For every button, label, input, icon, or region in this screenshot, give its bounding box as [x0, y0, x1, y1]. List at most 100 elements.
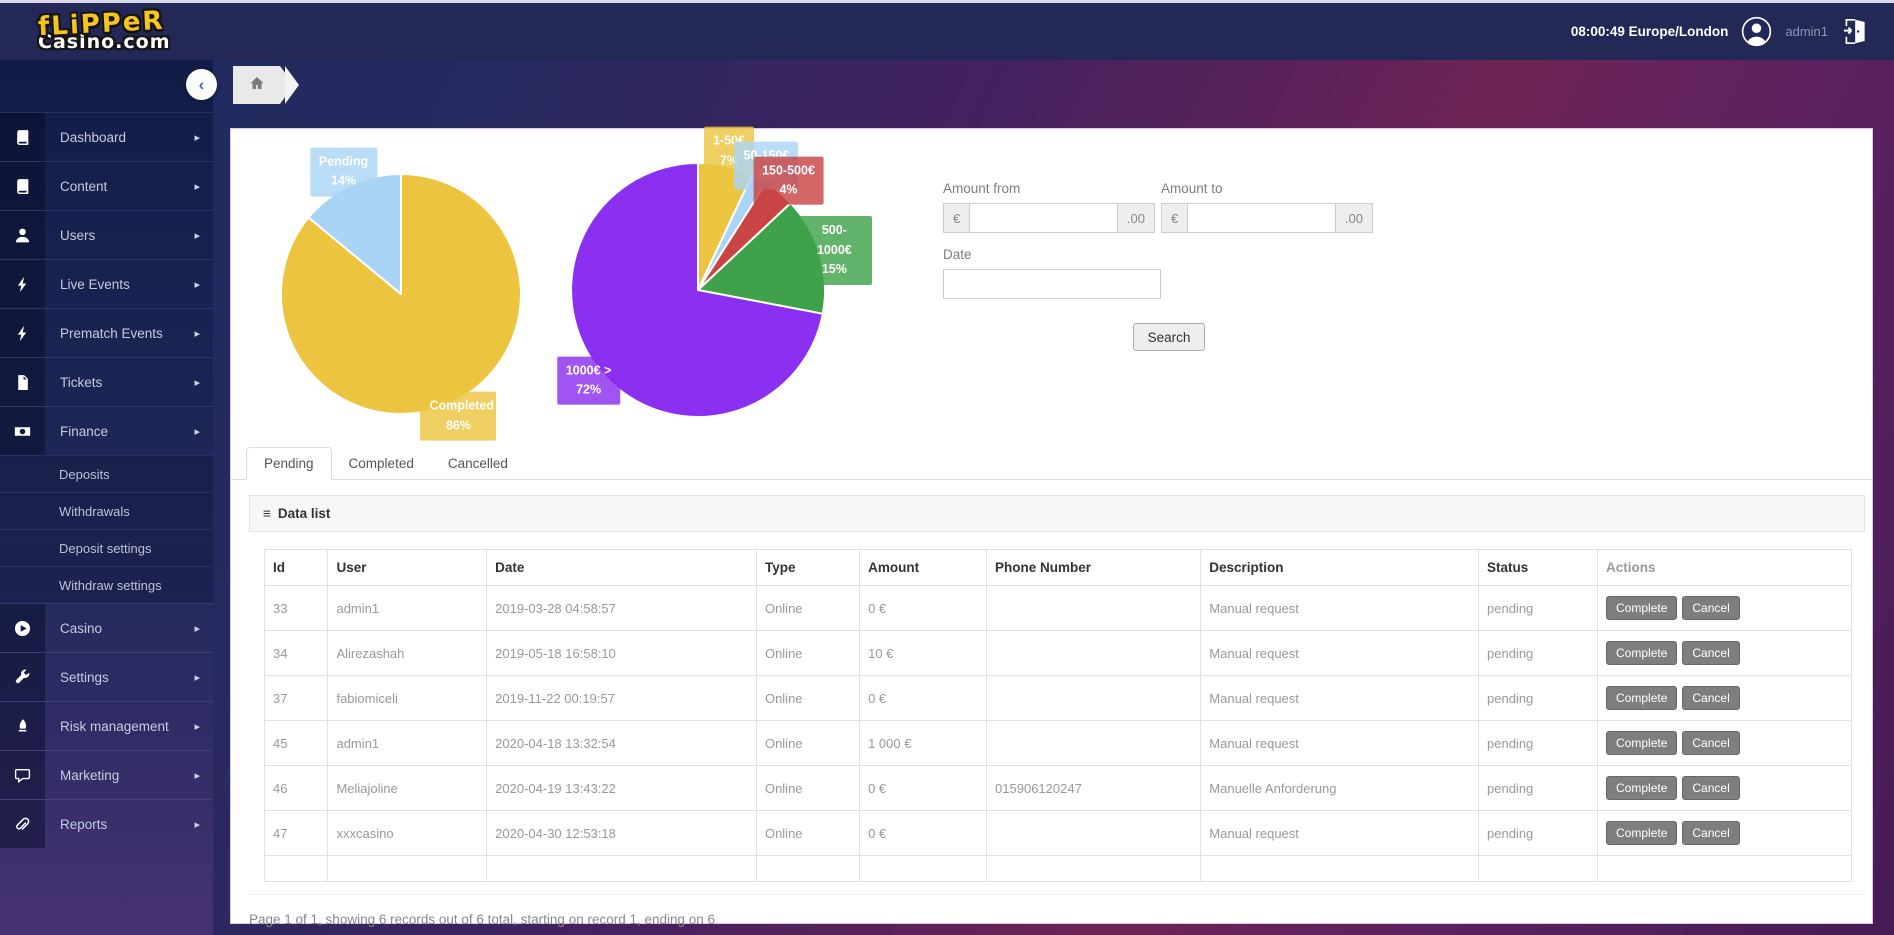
tabs-row: Pending Completed Cancelled [231, 446, 1872, 480]
sidebar-subitem-deposits[interactable]: Deposits [0, 455, 213, 492]
cell-phone [986, 675, 1202, 721]
sidebar-item-reports[interactable]: Reports ▸ [0, 799, 213, 848]
pie-slice-label: 150-500€ 4% [753, 156, 824, 205]
cell-status: pending [1478, 630, 1599, 676]
cell-type: Online [755, 810, 861, 856]
date-label: Date [943, 247, 972, 262]
cell-user: admin1 [327, 720, 488, 766]
pie-chart-status: Completed 86% Pending 14% [231, 129, 591, 446]
cell-actions: Complete Cancel [1597, 765, 1852, 811]
sidebar-item-risk-management[interactable]: Risk management ▸ [0, 701, 213, 750]
pie-chart-amount-ranges: 1-50€7%50-150€2%150-500€4%500-1000€15%10… [556, 127, 1051, 446]
cell-status: pending [1478, 765, 1599, 811]
banknote-icon [0, 407, 45, 455]
pie-slice-label: 1000€ >72% [556, 356, 621, 405]
cell-user: admin1 [327, 585, 488, 631]
cell-date: 2019-05-18 16:58:10 [486, 630, 757, 676]
sidebar-item-marketing[interactable]: Marketing ▸ [0, 750, 213, 799]
cell-phone [986, 585, 1202, 631]
chat-icon [0, 751, 45, 799]
column-header-type: Type [755, 549, 861, 586]
sidebar-item-live-events[interactable]: Live Events ▸ [0, 259, 213, 308]
cell-date: 2020-04-30 12:53:18 [486, 810, 757, 856]
cell-user: xxxcasino [327, 810, 488, 856]
brand-line1: fLiPPeR [37, 5, 166, 43]
breadcrumb [233, 66, 299, 104]
cell-user: Meliajoline [327, 765, 488, 811]
home-icon [249, 75, 265, 96]
sidebar-subitem-deposit-settings[interactable]: Deposit settings [0, 529, 213, 566]
column-header-actions: Actions [1597, 549, 1852, 586]
cell-description: Manual request [1200, 630, 1480, 676]
search-button[interactable]: Search [1133, 323, 1205, 351]
cell-amount: 0 € [859, 810, 988, 856]
chevron-right-icon: ▸ [194, 622, 200, 635]
cell-user: fabiomiceli [327, 675, 488, 721]
quill-icon [0, 702, 45, 750]
cell-id: 33 [263, 585, 329, 631]
amount-to-input[interactable] [1188, 204, 1335, 232]
chevron-right-icon: ▸ [194, 278, 200, 291]
logged-in-username: admin1 [1785, 24, 1828, 39]
complete-button[interactable]: Complete [1606, 776, 1678, 800]
sidebar-subitem-withdrawals[interactable]: Withdrawals [0, 492, 213, 529]
sidebar-item-casino[interactable]: Casino ▸ [0, 603, 213, 652]
complete-button[interactable]: Complete [1606, 821, 1678, 845]
bolt-icon [0, 260, 45, 308]
breadcrumb-home[interactable] [233, 66, 280, 104]
sidebar-item-dashboard[interactable]: Dashboard ▸ [0, 112, 213, 161]
amount-to-label: Amount to [1161, 181, 1223, 196]
sidebar-item-label: Reports [60, 816, 108, 832]
journal-icon [0, 162, 45, 210]
complete-button[interactable]: Complete [1606, 686, 1678, 710]
tab-completed[interactable]: Completed [348, 456, 414, 471]
sidebar-item-settings[interactable]: Settings ▸ [0, 652, 213, 701]
sidebar-subitem-withdraw-settings[interactable]: Withdraw settings [0, 566, 213, 603]
cell-actions: Complete Cancel [1597, 810, 1852, 856]
cell-amount: 0 € [859, 765, 988, 811]
pagination-summary: Page 1 of 1, showing 6 records out of 6 … [249, 912, 716, 927]
cell-date: 2020-04-18 13:32:54 [486, 720, 757, 766]
table-row: 45 admin1 2020-04-18 13:32:54 Online 1 000 €… [263, 720, 1852, 766]
complete-button[interactable]: Complete [1606, 596, 1678, 620]
sidebar-item-prematch-events[interactable]: Prematch Events ▸ [0, 308, 213, 357]
cell-phone [986, 630, 1202, 676]
chevron-right-icon: ▸ [194, 376, 200, 389]
cancel-button[interactable]: Cancel [1682, 731, 1740, 755]
tab-cancelled[interactable]: Cancelled [447, 456, 508, 471]
sidebar-item-content[interactable]: Content ▸ [0, 161, 213, 210]
cell-phone [986, 720, 1202, 766]
sidebar-item-users[interactable]: Users ▸ [0, 210, 213, 259]
cancel-button[interactable]: Cancel [1682, 596, 1740, 620]
panel-divider [249, 894, 1865, 895]
chevron-right-icon: ▸ [194, 229, 200, 242]
cancel-button[interactable]: Cancel [1682, 776, 1740, 800]
header-right-cluster: 08:00:49 Europe/London admin1 [1571, 16, 1894, 47]
sidebar-item-tickets[interactable]: Tickets ▸ [0, 357, 213, 406]
pie-slice-label: Completed 86% [420, 391, 497, 441]
sidebar-collapse-button[interactable]: ‹ [186, 69, 217, 100]
decimal-suffix: .00 [1116, 204, 1154, 232]
column-header-user: User [327, 549, 488, 586]
chevron-right-icon: ▸ [194, 131, 200, 144]
amount-from-input[interactable] [970, 204, 1117, 232]
cancel-button[interactable]: Cancel [1682, 686, 1740, 710]
cancel-button[interactable]: Cancel [1682, 821, 1740, 845]
complete-button[interactable]: Complete [1606, 641, 1678, 665]
tab-pending[interactable]: Pending [246, 447, 332, 480]
sidebar-item-label: Dashboard [60, 129, 127, 145]
date-input[interactable] [943, 269, 1161, 299]
cell-phone [986, 810, 1202, 856]
cell-actions: Complete Cancel [1597, 585, 1852, 631]
complete-button[interactable]: Complete [1606, 731, 1678, 755]
cell-description: Manual request [1200, 720, 1480, 766]
brand-logo[interactable]: fLiPPeR Casino.com [0, 5, 171, 52]
cancel-button[interactable]: Cancel [1682, 641, 1740, 665]
top-border-strip [0, 0, 1894, 3]
breadcrumb-arrow-icon [285, 66, 299, 104]
sidebar-item-finance[interactable]: Finance ▸ [0, 406, 213, 455]
logout-icon[interactable] [1841, 18, 1868, 45]
cell-actions: Complete Cancel [1597, 720, 1852, 766]
